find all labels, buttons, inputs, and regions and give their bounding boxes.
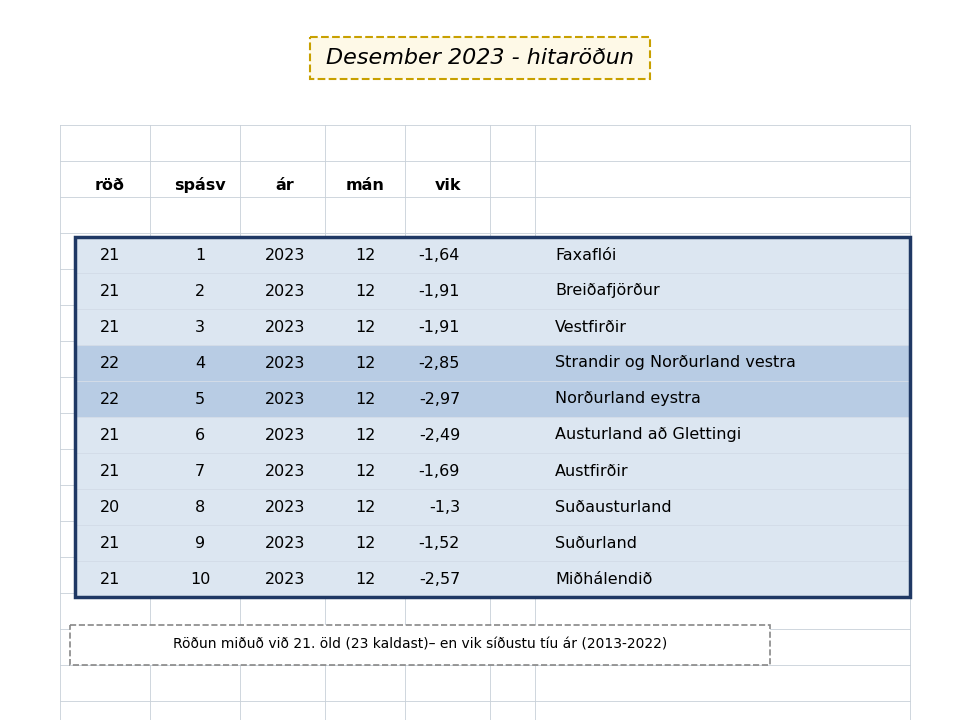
Text: 12: 12 (355, 392, 375, 407)
Text: Miðhálendið: Miðhálendið (555, 572, 653, 587)
Bar (75, 381, 910, 417)
Text: 20: 20 (100, 500, 120, 515)
Text: Röðun miðuð við 21. öld (23 kaldast)– en vik síðustu tíu ár (2013-2022): Röðun miðuð við 21. öld (23 kaldast)– en… (173, 638, 667, 652)
Text: 2023: 2023 (265, 320, 305, 335)
Text: 12: 12 (355, 500, 375, 515)
Text: 12: 12 (355, 572, 375, 587)
Text: 8: 8 (195, 500, 205, 515)
Text: Suðausturland: Suðausturland (555, 500, 672, 515)
Text: 2023: 2023 (265, 536, 305, 551)
Text: 4: 4 (195, 356, 205, 371)
Text: Suðurland: Suðurland (555, 536, 637, 551)
Text: 12: 12 (355, 248, 375, 263)
Text: 12: 12 (355, 356, 375, 371)
Text: -2,49: -2,49 (419, 428, 460, 443)
Text: 7: 7 (195, 464, 205, 479)
Text: 5: 5 (195, 392, 205, 407)
Text: Desember 2023 - hitaröðun: Desember 2023 - hitaröðun (326, 48, 634, 68)
Text: Faxaflói: Faxaflói (555, 248, 616, 263)
Text: 2: 2 (195, 284, 205, 299)
Text: spásv: spásv (174, 177, 226, 193)
Text: 22: 22 (100, 356, 120, 371)
Text: 2023: 2023 (265, 428, 305, 443)
Text: ár: ár (276, 178, 295, 192)
Text: -1,69: -1,69 (419, 464, 460, 479)
Text: -1,91: -1,91 (419, 320, 460, 335)
Text: Austfirðir: Austfirðir (555, 464, 629, 479)
Text: -1,52: -1,52 (419, 536, 460, 551)
Text: 21: 21 (100, 536, 120, 551)
Text: -1,3: -1,3 (429, 500, 460, 515)
Text: Strandir og Norðurland vestra: Strandir og Norðurland vestra (555, 356, 796, 371)
Text: 12: 12 (355, 320, 375, 335)
Text: -2,85: -2,85 (419, 356, 460, 371)
FancyBboxPatch shape (310, 37, 650, 79)
Text: Austurland að Glettingi: Austurland að Glettingi (555, 428, 741, 443)
Text: 21: 21 (100, 428, 120, 443)
Text: 21: 21 (100, 320, 120, 335)
Text: 12: 12 (355, 428, 375, 443)
Text: 2023: 2023 (265, 356, 305, 371)
Text: 21: 21 (100, 284, 120, 299)
Text: röð: röð (95, 178, 125, 192)
Text: vik: vik (435, 178, 461, 192)
Text: 22: 22 (100, 392, 120, 407)
Text: mán: mán (346, 178, 384, 192)
Bar (75, 345, 910, 381)
Bar (75, 237, 910, 597)
Text: 2023: 2023 (265, 464, 305, 479)
Text: 2023: 2023 (265, 392, 305, 407)
Text: 21: 21 (100, 248, 120, 263)
Text: 9: 9 (195, 536, 205, 551)
FancyBboxPatch shape (70, 625, 770, 665)
Text: 2023: 2023 (265, 500, 305, 515)
Text: 2023: 2023 (265, 572, 305, 587)
Text: 2023: 2023 (265, 248, 305, 263)
Text: -1,64: -1,64 (419, 248, 460, 263)
Text: 1: 1 (195, 248, 205, 263)
Text: 21: 21 (100, 572, 120, 587)
Text: 2023: 2023 (265, 284, 305, 299)
Text: -2,57: -2,57 (419, 572, 460, 587)
Text: 12: 12 (355, 284, 375, 299)
Text: -1,91: -1,91 (419, 284, 460, 299)
Bar (75, 237, 910, 597)
Text: 12: 12 (355, 464, 375, 479)
Text: 6: 6 (195, 428, 205, 443)
Text: Vestfirðir: Vestfirðir (555, 320, 627, 335)
Text: -2,97: -2,97 (419, 392, 460, 407)
Text: 3: 3 (195, 320, 205, 335)
Text: 21: 21 (100, 464, 120, 479)
Text: Breiðafjörður: Breiðafjörður (555, 284, 660, 299)
Text: Norðurland eystra: Norðurland eystra (555, 392, 701, 407)
Text: 10: 10 (190, 572, 210, 587)
Text: 12: 12 (355, 536, 375, 551)
